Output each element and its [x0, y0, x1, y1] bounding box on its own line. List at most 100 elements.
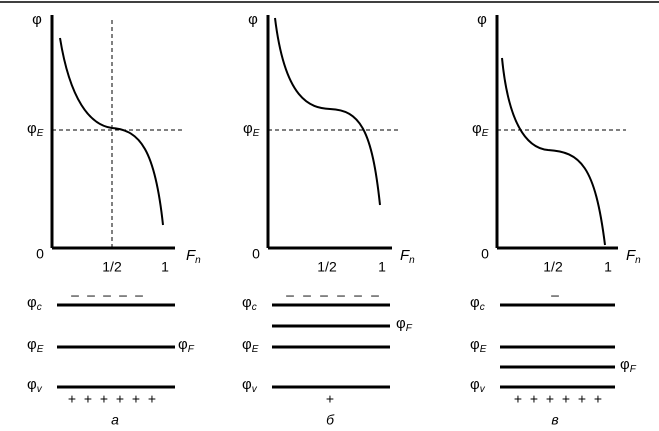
reference-label-symbol: φ	[243, 120, 253, 137]
minus-sign: –	[303, 287, 311, 303]
plus-sign: +	[100, 391, 108, 407]
level-label: φv	[242, 376, 258, 395]
tick-label: 1/2	[317, 259, 337, 275]
plus-sign: +	[326, 391, 334, 407]
level-label: φc	[470, 294, 485, 313]
origin-label: 0	[481, 246, 489, 262]
potential-curve	[274, 17, 381, 206]
level-label: φc	[242, 294, 257, 313]
x-axis-label: Fn	[400, 247, 415, 266]
reference-label: φE	[243, 120, 260, 139]
level-label-subscript: E	[252, 344, 259, 355]
level-label-subscript: E	[480, 344, 487, 355]
minus-sign: –	[371, 287, 379, 303]
x-axis-label-symbol: F	[186, 247, 196, 264]
level-label-subscript: v	[480, 384, 486, 395]
panel-caption: а	[111, 412, 119, 428]
reference-label-subscript: E	[253, 128, 260, 139]
minus-sign: –	[551, 287, 559, 303]
potential-curve	[59, 37, 164, 226]
y-axis-label: φ	[477, 11, 487, 28]
fermi-label-subscript: F	[406, 323, 413, 334]
level-label-symbol: φ	[242, 376, 252, 393]
reference-label: φE	[472, 120, 489, 139]
y-axis-label: φ	[248, 11, 258, 28]
y-axis-label-symbol: φ	[248, 11, 258, 28]
fermi-label: φF	[396, 315, 413, 334]
tick-label: 1	[378, 259, 386, 275]
minus-sign: –	[286, 287, 294, 303]
panel-caption: б	[326, 412, 335, 428]
plus-sign: +	[546, 391, 554, 407]
plus-sign: +	[68, 391, 76, 407]
minus-sign: –	[337, 287, 345, 303]
fermi-label-symbol: φ	[178, 336, 188, 353]
reference-label-subscript: E	[37, 128, 44, 139]
fermi-label-symbol: φ	[396, 315, 406, 332]
level-label-subscript: c	[37, 302, 42, 313]
minus-sign: –	[354, 287, 362, 303]
plus-sign: +	[562, 391, 570, 407]
x-axis-label-symbol: F	[626, 247, 636, 264]
minus-sign: –	[135, 287, 143, 303]
reference-label-subscript: E	[482, 128, 489, 139]
level-label-symbol: φ	[27, 294, 37, 311]
level-label-symbol: φ	[470, 294, 480, 311]
plus-sign: +	[148, 391, 156, 407]
y-axis-label-symbol: φ	[32, 11, 42, 28]
plus-sign: +	[514, 391, 522, 407]
plus-sign: +	[530, 391, 538, 407]
level-label-symbol: φ	[470, 376, 480, 393]
minus-sign: –	[320, 287, 328, 303]
tick-label: 1	[161, 259, 169, 275]
x-axis-label: Fn	[186, 247, 201, 266]
x-axis-label-subscript: n	[409, 255, 415, 266]
panel-caption: в	[551, 412, 558, 428]
fermi-label: φF	[178, 336, 195, 355]
plus-sign: +	[84, 391, 92, 407]
level-label-symbol: φ	[27, 336, 37, 353]
plus-sign: +	[132, 391, 140, 407]
reference-label: φE	[27, 120, 44, 139]
level-label-subscript: c	[252, 302, 257, 313]
plus-sign: +	[578, 391, 586, 407]
level-label: φE	[27, 336, 44, 355]
tick-label: 1/2	[102, 259, 122, 275]
x-axis-label: Fn	[626, 247, 641, 266]
potential-curve	[501, 57, 606, 246]
level-label: φE	[470, 336, 487, 355]
y-axis-label: φ	[32, 11, 42, 28]
plus-sign: +	[594, 391, 602, 407]
minus-sign: –	[71, 287, 79, 303]
level-label: φv	[470, 376, 486, 395]
level-label-subscript: c	[480, 302, 485, 313]
fermi-label: φF	[620, 356, 637, 375]
minus-sign: –	[119, 287, 127, 303]
level-label-subscript: E	[37, 344, 44, 355]
level-label-subscript: v	[252, 384, 258, 395]
reference-label-symbol: φ	[472, 120, 482, 137]
x-axis-label-subscript: n	[635, 255, 641, 266]
level-label-symbol: φ	[27, 376, 37, 393]
level-label: φc	[27, 294, 42, 313]
level-label-subscript: v	[37, 384, 43, 395]
origin-label: 0	[252, 246, 260, 262]
x-axis-label-symbol: F	[400, 247, 410, 264]
plus-sign: +	[116, 391, 124, 407]
x-axis-label-subscript: n	[195, 255, 201, 266]
tick-label: 1	[604, 259, 612, 275]
origin-label: 0	[36, 246, 44, 262]
level-label-symbol: φ	[242, 294, 252, 311]
level-label-symbol: φ	[242, 336, 252, 353]
level-label: φv	[27, 376, 43, 395]
y-axis-label-symbol: φ	[477, 11, 487, 28]
fermi-label-subscript: F	[630, 364, 637, 375]
minus-sign: –	[103, 287, 111, 303]
minus-sign: –	[87, 287, 95, 303]
tick-label: 1/2	[543, 259, 563, 275]
level-label: φE	[242, 336, 259, 355]
level-label-symbol: φ	[470, 336, 480, 353]
fermi-label-symbol: φ	[620, 356, 630, 373]
fermi-label-subscript: F	[188, 344, 195, 355]
